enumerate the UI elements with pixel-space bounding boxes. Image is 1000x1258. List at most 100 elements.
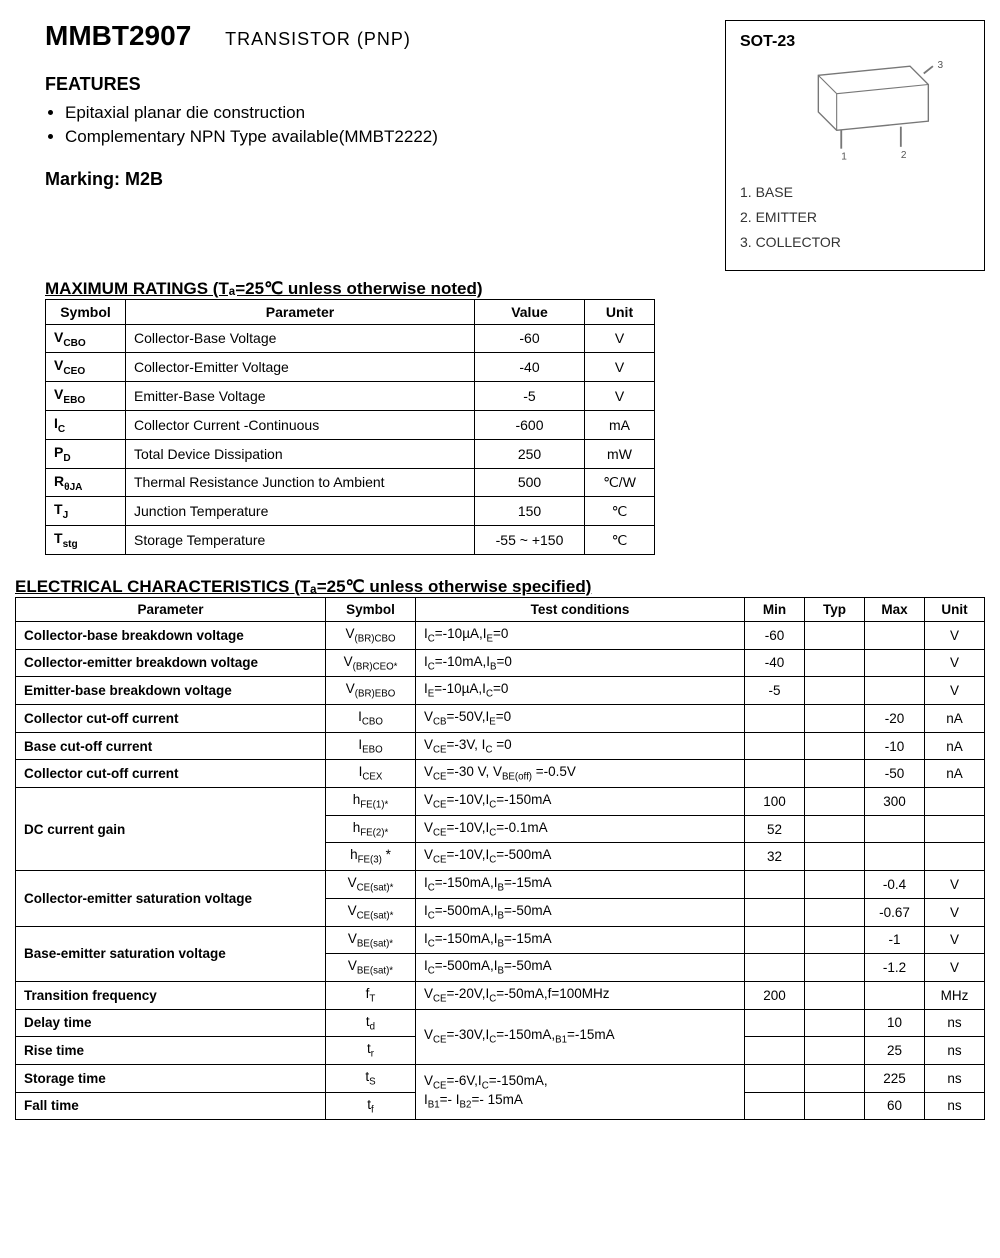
cell-symbol: td [326, 1009, 416, 1037]
cell-unit: V [925, 621, 985, 649]
cell-parameter: Rise time [16, 1037, 326, 1065]
cell-conditions: VCE=-3V, IC =0 [416, 732, 745, 760]
cell-conditions: VCE=-20V,IC=-50mA,f=100MHz [416, 981, 745, 1009]
table-row: RθJAThermal Resistance Junction to Ambie… [46, 468, 655, 497]
cell-min [745, 871, 805, 899]
cell-unit: ns [925, 1064, 985, 1092]
cell-min [745, 898, 805, 926]
cell-parameter: Junction Temperature [126, 497, 475, 526]
cell-typ [805, 981, 865, 1009]
cell-min: 100 [745, 788, 805, 816]
cell-max: 10 [865, 1009, 925, 1037]
cell-max: 225 [865, 1064, 925, 1092]
cell-parameter: Collector-emitter breakdown voltage [16, 649, 326, 677]
package-box: SOT-23 1 2 3 1. BASE 2. EMITTER 3. COLLE… [725, 20, 985, 271]
table-row: PDTotal Device Dissipation250mW [46, 439, 655, 468]
cell-max [865, 621, 925, 649]
cell-parameter: Collector-Base Voltage [126, 324, 475, 353]
cell-typ [805, 1092, 865, 1120]
header-row: MMBT2907 TRANSISTOR (PNP) FEATURES Epita… [15, 20, 985, 271]
cell-typ [805, 1064, 865, 1092]
cell-symbol: tr [326, 1037, 416, 1065]
cell-typ [805, 732, 865, 760]
col-typ: Typ [805, 597, 865, 621]
cell-min: -5 [745, 677, 805, 705]
cell-unit: V [925, 649, 985, 677]
cell-conditions: IE=-10µA,IC=0 [416, 677, 745, 705]
cell-typ [805, 677, 865, 705]
cell-unit: V [925, 871, 985, 899]
elec-char-table: Parameter Symbol Test conditions Min Typ… [15, 597, 985, 1120]
cell-conditions: IC=-500mA,IB=-50mA [416, 954, 745, 982]
cell-conditions: IC=-150mA,IB=-15mA [416, 926, 745, 954]
table-row: TJJunction Temperature150℃ [46, 497, 655, 526]
cell-symbol: Tstg [46, 526, 126, 555]
table-row: DC current gainhFE(1)*VCE=-10V,IC=-150mA… [16, 788, 985, 816]
cell-symbol: V(BR)CEO* [326, 649, 416, 677]
cell-parameter: Collector-Emitter Voltage [126, 353, 475, 382]
cell-symbol: tf [326, 1092, 416, 1120]
cell-typ [805, 649, 865, 677]
table-row: Transition frequencyfTVCE=-20V,IC=-50mA,… [16, 981, 985, 1009]
cell-parameter: Base cut-off current [16, 732, 326, 760]
table-row: Collector-emitter saturation voltageVCE(… [16, 871, 985, 899]
cell-min: 200 [745, 981, 805, 1009]
marking: Marking: M2B [45, 169, 705, 190]
cell-min: -60 [745, 621, 805, 649]
table-row: VEBOEmitter-Base Voltage-5V [46, 382, 655, 411]
cell-unit [925, 815, 985, 843]
max-ratings-title: MAXIMUM RATINGS (Tₐ=25℃ unless otherwise… [45, 279, 655, 299]
col-symbol: Symbol [46, 299, 126, 324]
table-row: Base cut-off currentIEBOVCE=-3V, IC =0-1… [16, 732, 985, 760]
col-unit: Unit [925, 597, 985, 621]
cell-unit: MHz [925, 981, 985, 1009]
svg-text:3: 3 [938, 60, 944, 71]
cell-unit: ns [925, 1009, 985, 1037]
cell-conditions: IC=-10mA,IB=0 [416, 649, 745, 677]
cell-parameter: Emitter-base breakdown voltage [16, 677, 326, 705]
cell-parameter: Transition frequency [16, 981, 326, 1009]
svg-text:2: 2 [901, 150, 907, 161]
cell-conditions: VCE=-30 V, VBE(off) =-0.5V [416, 760, 745, 788]
part-number: MMBT2907 [45, 20, 191, 52]
cell-typ [805, 1037, 865, 1065]
cell-symbol: PD [46, 439, 126, 468]
cell-unit: V [585, 382, 655, 411]
cell-typ [805, 621, 865, 649]
cell-parameter: Collector cut-off current [16, 760, 326, 788]
table-header-row: Symbol Parameter Value Unit [46, 299, 655, 324]
feature-item: Epitaxial planar die construction [65, 103, 705, 123]
col-symbol: Symbol [326, 597, 416, 621]
cell-symbol: fT [326, 981, 416, 1009]
cell-conditions: VCE=-30V,IC=-150mA,B1=-15mA [416, 1009, 745, 1064]
cell-parameter: Delay time [16, 1009, 326, 1037]
cell-typ [805, 788, 865, 816]
table-row: TstgStorage Temperature-55 ~ +150℃ [46, 526, 655, 555]
cell-unit [925, 843, 985, 871]
cell-typ [805, 815, 865, 843]
title-line: MMBT2907 TRANSISTOR (PNP) [45, 20, 705, 52]
table-row: Collector cut-off currentICBOVCB=-50V,IE… [16, 705, 985, 733]
cell-min [745, 926, 805, 954]
col-parameter: Parameter [16, 597, 326, 621]
table-row: Collector-emitter breakdown voltageV(BR)… [16, 649, 985, 677]
table-row: Base-emitter saturation voltageVBE(sat)*… [16, 926, 985, 954]
cell-conditions: VCB=-50V,IE=0 [416, 705, 745, 733]
cell-symbol: IC [46, 410, 126, 439]
table-row: Collector-base breakdown voltageV(BR)CBO… [16, 621, 985, 649]
cell-parameter: Collector cut-off current [16, 705, 326, 733]
cell-conditions: VCE=-6V,IC=-150mA,IB1=- IB2=- 15mA [416, 1064, 745, 1119]
cell-unit: ℃ [585, 526, 655, 555]
cell-max: 300 [865, 788, 925, 816]
cell-parameter: Collector-base breakdown voltage [16, 621, 326, 649]
features-list: Epitaxial planar die construction Comple… [65, 103, 705, 147]
cell-conditions: VCE=-10V,IC=-150mA [416, 788, 745, 816]
pin-item: 1. BASE [740, 180, 970, 205]
cell-min [745, 705, 805, 733]
cell-typ [805, 871, 865, 899]
table-row: Delay timetdVCE=-30V,IC=-150mA,B1=-15mA1… [16, 1009, 985, 1037]
cell-conditions: IC=-10µA,IE=0 [416, 621, 745, 649]
cell-unit: mW [585, 439, 655, 468]
cell-value: -40 [475, 353, 585, 382]
cell-symbol: RθJA [46, 468, 126, 497]
